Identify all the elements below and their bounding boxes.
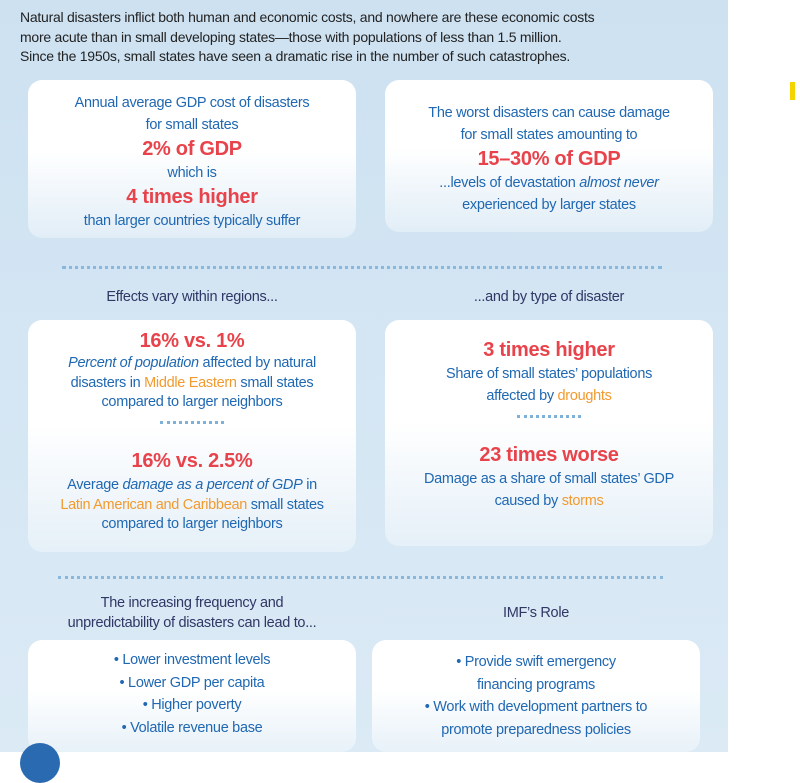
text-segment: The worst disasters can cause damage — [428, 105, 670, 121]
card-text-line: Percent of population affected by natura… — [28, 354, 356, 374]
bullet-item: • Higher poverty — [28, 694, 356, 717]
card-text-line: Latin American and Caribbean small state… — [28, 496, 356, 516]
text-segment: • Higher poverty — [142, 697, 242, 713]
text-segment: small states — [246, 496, 324, 513]
text-segment: Percent of population — [68, 355, 199, 371]
dotted-separator — [517, 415, 581, 430]
highlight-stat: 23 times worse — [385, 442, 713, 468]
dotted-divider — [58, 576, 663, 579]
card-text-line: experienced by larger states — [385, 194, 713, 216]
card-text-line: affected by droughts — [385, 385, 713, 407]
card-worst-disasters: The worst disasters can cause damage for … — [385, 80, 713, 232]
card-text-line: compared to larger neighbors — [28, 515, 356, 535]
text-segment: for small states amounting to — [460, 127, 638, 143]
heading-regions: Effects vary within regions... — [106, 289, 278, 305]
card-regional-effects: 16% vs. 1% Percent of population affected… — [28, 320, 356, 552]
card-text-line: Average damage as a percent of GDP in — [28, 474, 356, 496]
bullet-item: • Lower GDP per capita — [28, 672, 356, 695]
text-segment: affected by natural — [198, 355, 317, 371]
bullet-item: • Provide swift emergency — [372, 651, 700, 674]
text-segment: almost never — [579, 175, 659, 191]
dotted-separator — [160, 420, 224, 436]
card-annual-gdp-cost: Annual average GDP cost of disasters for … — [28, 80, 356, 238]
card-text-line: compared to larger neighbors — [28, 393, 356, 413]
dotted-divider — [62, 266, 662, 269]
text-segment: Average — [67, 476, 123, 493]
bullet-item: • Work with development partners to — [372, 696, 700, 719]
text-segment: damage as a percent of GDP — [122, 476, 303, 493]
text-segment: 16% vs. 2.5% — [131, 449, 253, 472]
text-segment: • Provide swift emergency — [456, 654, 616, 670]
highlight-term: Latin American and Caribbean — [60, 496, 247, 513]
card-text-line: than larger countries typically suffer — [28, 210, 356, 232]
bullet-item: • Lower investment levels — [28, 649, 356, 672]
imf-logo — [20, 743, 60, 783]
text-segment: Share of small states’ populations — [445, 366, 653, 382]
text-segment: compared to larger neighbors — [101, 394, 283, 410]
bullet-item: promote preparedness policies — [372, 719, 700, 742]
text-segment: small states — [236, 374, 314, 391]
highlight-term: storms — [561, 493, 604, 509]
text-segment: 16% vs. 1% — [139, 330, 245, 352]
text-segment: Annual average GDP cost of disasters — [74, 95, 310, 111]
highlight-stat: 4 times higher — [28, 184, 356, 210]
text-segment: disasters in — [70, 374, 145, 391]
card-text-line: for small states — [28, 114, 356, 136]
card-text-line: ...levels of devastation almost never — [385, 172, 713, 194]
yellow-marker — [790, 82, 795, 100]
infographic-panel: Natural disasters inflict both human and… — [0, 0, 728, 783]
card-text-line: Damage as a share of small states’ GDP — [385, 468, 713, 490]
highlight-term: droughts — [557, 388, 612, 404]
text-segment: ...levels of devastation — [439, 175, 580, 191]
text-segment: 2% of GDP — [142, 138, 242, 160]
text-segment: in — [302, 476, 317, 493]
card-text-line: disasters in Middle Eastern small states — [28, 374, 356, 394]
card-text-line: caused by storms — [385, 490, 713, 512]
card-disaster-type-effects: 3 times higher Share of small states’ pop… — [385, 320, 713, 546]
text-segment: financing programs — [477, 676, 595, 693]
card-consequences-list: • Lower investment levels • Lower GDP per… — [28, 640, 356, 752]
bullet-item: • Volatile revenue base — [28, 717, 356, 740]
highlight-stat: 2% of GDP — [28, 136, 356, 162]
text-segment: 15–30% of GDP — [477, 148, 621, 170]
heading-imf-role: IMF’s Role — [502, 605, 570, 621]
highlight-term: Middle Eastern — [144, 374, 237, 391]
text-segment: than larger countries typically suffer — [83, 213, 301, 229]
card-text-line: The worst disasters can cause damage — [385, 102, 713, 124]
card-text-line: Annual average GDP cost of disasters — [28, 92, 356, 114]
text-segment: • Lower investment levels — [113, 652, 271, 668]
text-segment: affected by — [486, 388, 558, 404]
text-segment: Damage as a share of small states’ GDP — [424, 471, 674, 487]
text-segment: which is — [167, 165, 217, 181]
text-segment: caused by — [494, 493, 562, 509]
text-segment: experienced by larger states — [462, 197, 636, 213]
card-text-line: for small states amounting to — [385, 124, 713, 146]
text-segment: 4 times higher — [126, 186, 258, 208]
intro-text: Natural disasters inflict both human and… — [20, 8, 720, 67]
card-imf-role-list: • Provide swift emergency financing progr… — [372, 640, 700, 752]
heading-disaster-type: ...and by type of disaster — [473, 289, 625, 305]
text-segment: compared to larger neighbors — [101, 516, 283, 532]
highlight-stat: 16% vs. 1% — [28, 328, 356, 354]
heading-consequences: The increasing frequency and unpredictab… — [28, 593, 356, 633]
highlight-stat: 15–30% of GDP — [385, 146, 713, 172]
text-segment: • Work with development partners to — [424, 699, 648, 715]
highlight-stat: 16% vs. 2.5% — [28, 448, 356, 474]
text-segment: 3 times higher — [483, 339, 615, 361]
heading-line: unpredictability of disasters can lead t… — [67, 615, 317, 631]
intro-line: Since the 1950s, small states have seen … — [20, 48, 570, 64]
intro-line: more acute than in small developing stat… — [20, 28, 562, 45]
highlight-stat: 3 times higher — [385, 337, 713, 363]
text-segment: for small states — [145, 117, 239, 133]
card-text-line: which is — [28, 162, 356, 184]
bullet-item: financing programs — [372, 674, 700, 697]
heading-line: The increasing frequency and — [100, 595, 284, 611]
text-segment: 23 times worse — [479, 444, 619, 466]
card-text-line: Share of small states’ populations — [385, 363, 713, 385]
text-segment: promote preparedness policies — [441, 721, 631, 738]
intro-line: Natural disasters inflict both human and… — [20, 9, 595, 25]
text-segment: • Lower GDP per capita — [119, 674, 265, 691]
text-segment: • Volatile revenue base — [121, 719, 263, 736]
